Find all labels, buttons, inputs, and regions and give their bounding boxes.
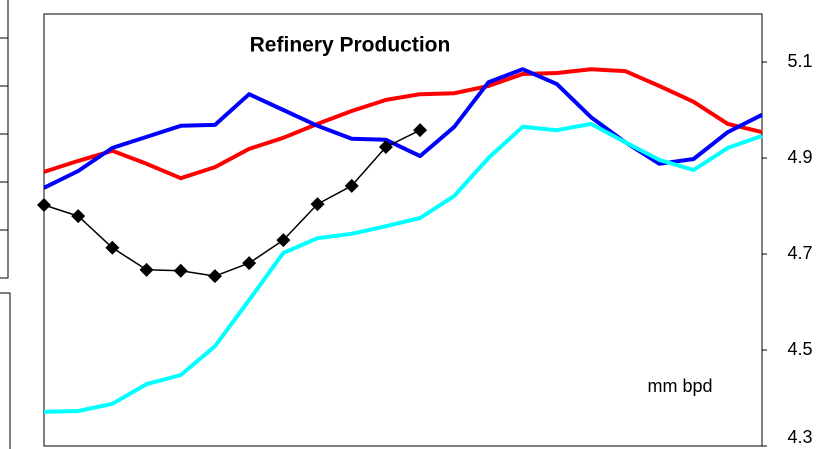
series-line <box>43 129 421 277</box>
plot-frame <box>43 13 763 447</box>
neighbor-chart-fragment <box>0 0 11 449</box>
data-point <box>71 209 86 224</box>
data-point <box>37 198 51 213</box>
annotation: mm bpd <box>647 376 712 396</box>
data-point <box>139 262 154 277</box>
data-point <box>173 263 188 278</box>
data-point <box>344 178 359 193</box>
chart-title: Refinery Production <box>250 34 451 57</box>
data-point <box>378 139 393 154</box>
data-point <box>413 123 428 138</box>
y-tick-label: 4.7 <box>787 243 812 263</box>
data-point <box>207 269 222 284</box>
data-point <box>276 233 291 248</box>
y-tick-label: 4.9 <box>787 147 812 167</box>
y-tick-label: 4.3 <box>787 427 812 447</box>
y-tick-label: 4.5 <box>787 339 812 359</box>
data-point <box>105 240 120 255</box>
y-tick-label: 5.1 <box>787 51 812 71</box>
series-line <box>43 67 763 181</box>
data-point <box>242 256 257 271</box>
series-line <box>43 67 763 190</box>
series-line <box>43 121 763 414</box>
data-point <box>310 197 325 212</box>
